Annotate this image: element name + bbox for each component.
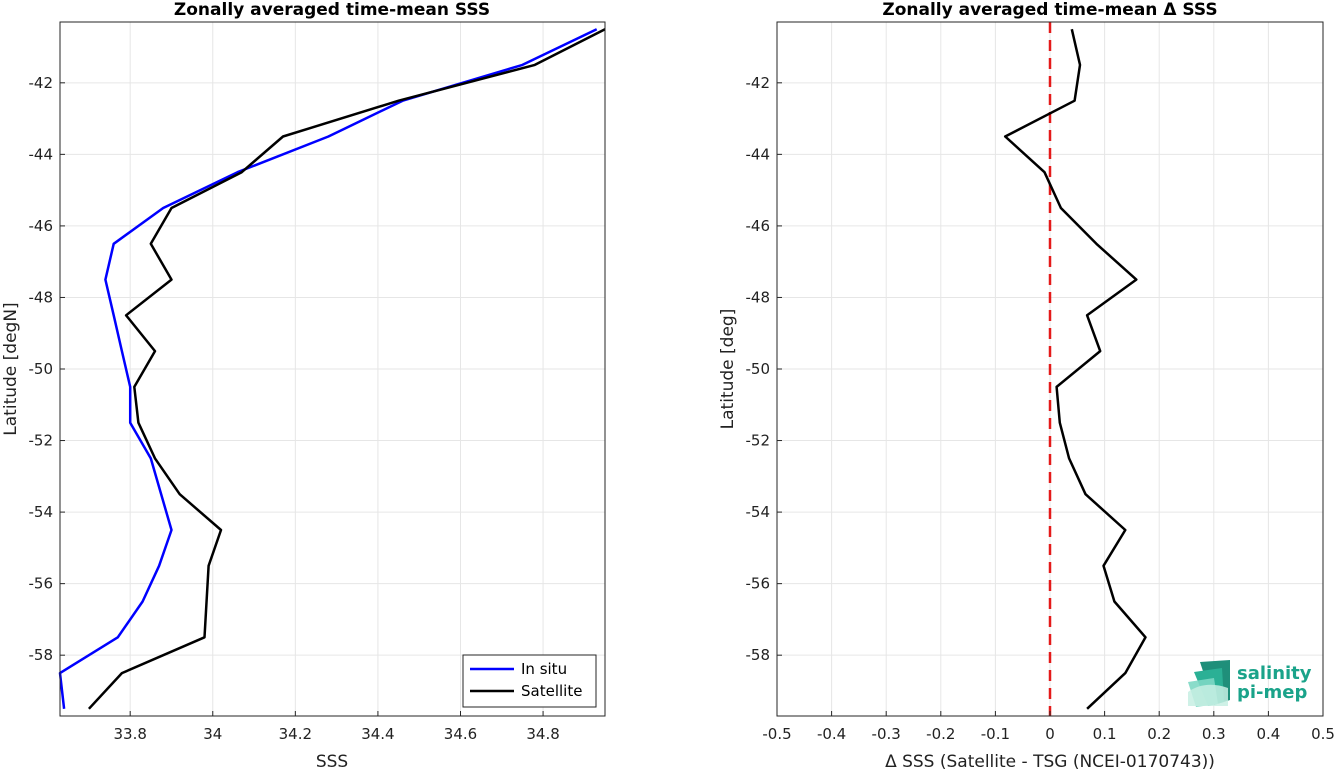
sss-panel: 33.8 34 34.2 34.4 34.6 34.8 -42 -44 -46 -48 -50 -52… [1, 0, 606, 769]
salinity-pi-mep-logo: salinity pi-mep [1188, 660, 1312, 707]
sss-series-layer [58, 28, 606, 710]
sss-y-tick-label: -48 [29, 288, 54, 306]
sss-x-axis-label: SSS [316, 752, 348, 769]
delta-x-tick-label: 0.3 [1202, 725, 1226, 743]
delta-x-tick-label: -0.2 [926, 725, 955, 743]
delta-y-tick-label: -58 [746, 646, 771, 664]
delta-y-tick-label: -50 [746, 360, 771, 378]
delta-x-tick-label: -0.1 [981, 725, 1010, 743]
delta-x-tick-label: 0.4 [1256, 725, 1280, 743]
sss-title: Zonally averaged time-mean SSS [174, 0, 490, 20]
delta-x-axis-label: Δ SSS (Satellite - TSG (NCEI-0170743)) [885, 752, 1215, 769]
delta-y-tick-label: -48 [746, 288, 771, 306]
sss-grid [60, 22, 605, 716]
delta-y-tick-label: -46 [746, 217, 771, 235]
sss-y-axis-label: Latitude [degN] [1, 302, 21, 435]
logo-text-line1: salinity [1237, 663, 1312, 684]
legend-label-in-situ: In situ [521, 660, 567, 678]
delta-y-tick-label: -44 [746, 145, 771, 163]
delta-y-axis-label: Latitude [deg] [718, 309, 738, 430]
delta-y-tick-label: -42 [746, 74, 771, 92]
wave-logo-icon [1188, 660, 1230, 707]
sss-y-tick-label: -52 [29, 432, 54, 450]
sss-x-tick-label: 34 [203, 725, 222, 743]
sss-x-tick-label: 34.4 [361, 725, 394, 743]
sss-x-tick-label: 34.6 [444, 725, 477, 743]
logo-text-line2: pi-mep [1237, 682, 1307, 703]
delta-x-tick-label: 0.1 [1093, 725, 1117, 743]
sss-y-tick-label: -50 [29, 360, 54, 378]
delta-sss-panel: -0.5 -0.4 -0.3 -0.2 -0.1 0 0.1 0.2 0.3 0.4 0.5 -42 -… [718, 0, 1335, 769]
sss-y-tick-label: -54 [29, 503, 54, 521]
delta-x-tick-label: -0.4 [817, 725, 846, 743]
sss-y-tick-label: -46 [29, 217, 54, 235]
sss-series-line-in-situ [58, 28, 598, 709]
sss-x-tick-label: 34.8 [526, 725, 559, 743]
delta-x-tick-label: 0 [1045, 725, 1055, 743]
delta-x-tick-label: 0.2 [1147, 725, 1171, 743]
sss-y-tick-label: -42 [29, 74, 54, 92]
sss-legend: In situ Satellite [462, 654, 597, 708]
delta-title: Zonally averaged time-mean Δ SSS [882, 0, 1217, 20]
sss-ticks: 33.8 34 34.2 34.4 34.6 34.8 -42 -44 -46 -48 -50 -52… [29, 74, 560, 743]
legend-label-satellite: Satellite [521, 682, 582, 700]
delta-y-tick-label: -54 [746, 503, 771, 521]
sss-y-tick-label: -56 [29, 575, 54, 593]
delta-x-tick-label: -0.5 [762, 725, 791, 743]
delta-ticks: -0.5 -0.4 -0.3 -0.2 -0.1 0 0.1 0.2 0.3 0.4 0.5 -42 -… [746, 74, 1335, 743]
delta-y-tick-label: -52 [746, 432, 771, 450]
delta-x-tick-label: 0.5 [1311, 725, 1335, 743]
sss-x-tick-label: 33.8 [113, 725, 146, 743]
legend-box [462, 654, 597, 708]
delta-series-layer [1003, 22, 1147, 716]
sss-series-line-satellite [87, 28, 606, 710]
delta-y-tick-label: -56 [746, 575, 771, 593]
delta-series-line-delta-sss [1003, 28, 1147, 710]
sss-y-tick-label: -58 [29, 646, 54, 664]
sss-x-tick-label: 34.2 [279, 725, 312, 743]
delta-x-tick-label: -0.3 [872, 725, 901, 743]
sss-y-tick-label: -44 [29, 145, 54, 163]
